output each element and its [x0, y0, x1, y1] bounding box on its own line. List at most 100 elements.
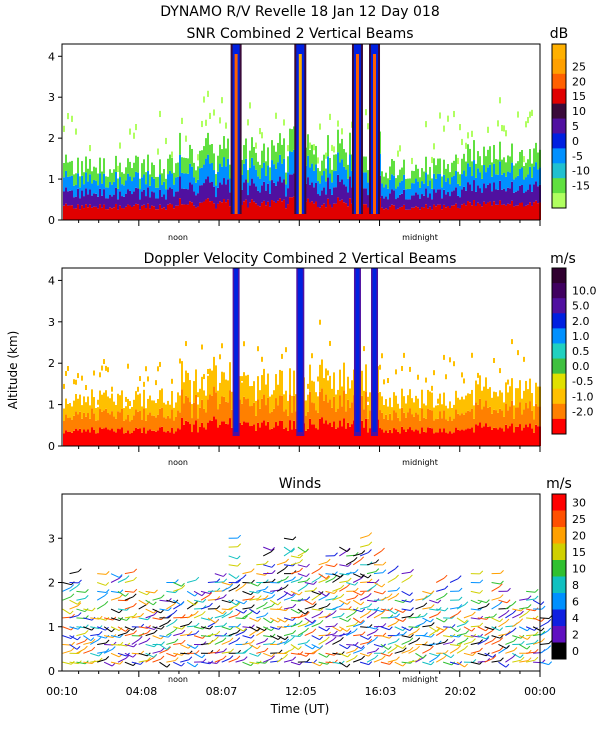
snr-cell	[309, 142, 311, 149]
wind-barb	[430, 604, 435, 608]
doppler-cell	[491, 429, 493, 446]
snr-cell	[459, 185, 461, 198]
wind-barb	[354, 569, 359, 573]
wind-barb	[138, 640, 148, 645]
doppler-cell	[525, 402, 527, 425]
snr-cell	[163, 169, 165, 182]
snr-cell	[277, 162, 279, 182]
snr-cell	[207, 176, 209, 199]
snr-cell	[159, 204, 161, 220]
doppler-cell	[75, 393, 77, 412]
wind-barb	[332, 661, 342, 665]
doppler-cell	[81, 405, 83, 419]
wind-barb	[311, 613, 321, 619]
wind-barb	[360, 591, 365, 596]
wind-barb	[223, 578, 228, 583]
snr-cell	[325, 152, 327, 159]
snr-cell	[97, 208, 99, 220]
doppler-cell	[415, 412, 417, 430]
snr-cell	[209, 201, 211, 220]
doppler-cell	[431, 385, 433, 391]
wind-barb	[396, 656, 400, 661]
snr-cell	[427, 208, 429, 220]
doppler-cell	[99, 390, 101, 410]
doppler-cell	[331, 388, 333, 408]
wind-barb	[306, 639, 311, 644]
snr-cell	[225, 122, 227, 129]
doppler-cell	[191, 432, 193, 446]
doppler-ytick-label: 2	[48, 357, 55, 370]
doppler-cell	[285, 409, 287, 428]
snr-ytick-label: 0	[48, 214, 55, 227]
wind-barb	[340, 602, 345, 607]
snr-cell	[73, 185, 75, 198]
doppler-colorbar-swatch	[552, 388, 566, 405]
doppler-cell	[247, 422, 249, 446]
wind-barb	[382, 569, 387, 574]
doppler-cell	[439, 411, 441, 429]
snr-cell	[119, 177, 121, 192]
doppler-cell	[73, 430, 75, 446]
doppler-cell	[179, 412, 181, 430]
snr-cell	[69, 161, 71, 177]
doppler-cell	[491, 397, 493, 414]
wind-barb	[216, 596, 221, 600]
snr-cell	[481, 192, 483, 207]
wind-barb	[263, 658, 272, 663]
doppler-cell	[507, 410, 509, 429]
snr-cell	[93, 206, 95, 220]
doppler-cell	[207, 422, 209, 446]
doppler-cell	[327, 380, 329, 403]
doppler-cell	[87, 413, 89, 430]
wind-barb	[340, 573, 345, 578]
snr-cell	[155, 187, 157, 199]
snr-cell	[393, 190, 395, 206]
doppler-cell	[215, 365, 217, 393]
snr-cell	[499, 161, 501, 181]
snr-colorbar-label: -15	[572, 180, 590, 193]
snr-cell	[319, 207, 321, 220]
doppler-cell	[295, 411, 297, 429]
wind-barb	[484, 640, 493, 645]
wind-barb	[436, 608, 446, 612]
wind-barb	[470, 661, 480, 665]
doppler-cell	[281, 353, 283, 359]
doppler-cell	[195, 394, 197, 421]
snr-cell	[173, 208, 175, 220]
doppler-cell	[519, 402, 521, 425]
snr-cell	[291, 151, 293, 175]
wind-barb	[249, 630, 258, 637]
wind-barb	[353, 609, 358, 614]
wind-barb	[290, 661, 300, 666]
snr-cell	[217, 187, 219, 204]
doppler-cell	[315, 392, 317, 411]
doppler-cell	[223, 421, 225, 446]
snr-cell	[391, 174, 393, 190]
wind-barb	[180, 601, 185, 606]
doppler-cell	[155, 431, 157, 446]
wind-barb	[84, 595, 89, 599]
wind-barb	[292, 630, 297, 634]
snr-cell	[409, 199, 411, 210]
wind-barb	[271, 578, 276, 583]
snr-cell	[395, 188, 397, 200]
doppler-cell	[367, 432, 369, 446]
wind-barb	[366, 599, 376, 603]
wind-barb	[216, 605, 221, 609]
wind-barb	[271, 547, 275, 551]
snr-cell	[71, 205, 73, 220]
wind-barb	[437, 611, 441, 615]
wind-barb	[214, 640, 224, 645]
wind-barb	[366, 650, 376, 654]
wind-barb	[131, 615, 141, 619]
doppler-cell	[177, 428, 179, 446]
wind-barb	[368, 603, 373, 607]
wind-barb	[318, 590, 327, 597]
snr-cell	[481, 206, 483, 220]
snr-cell	[173, 196, 175, 209]
doppler-cell	[533, 419, 535, 433]
wind-barb	[387, 577, 396, 583]
wind-barb	[235, 585, 244, 592]
snr-cell	[495, 174, 497, 190]
